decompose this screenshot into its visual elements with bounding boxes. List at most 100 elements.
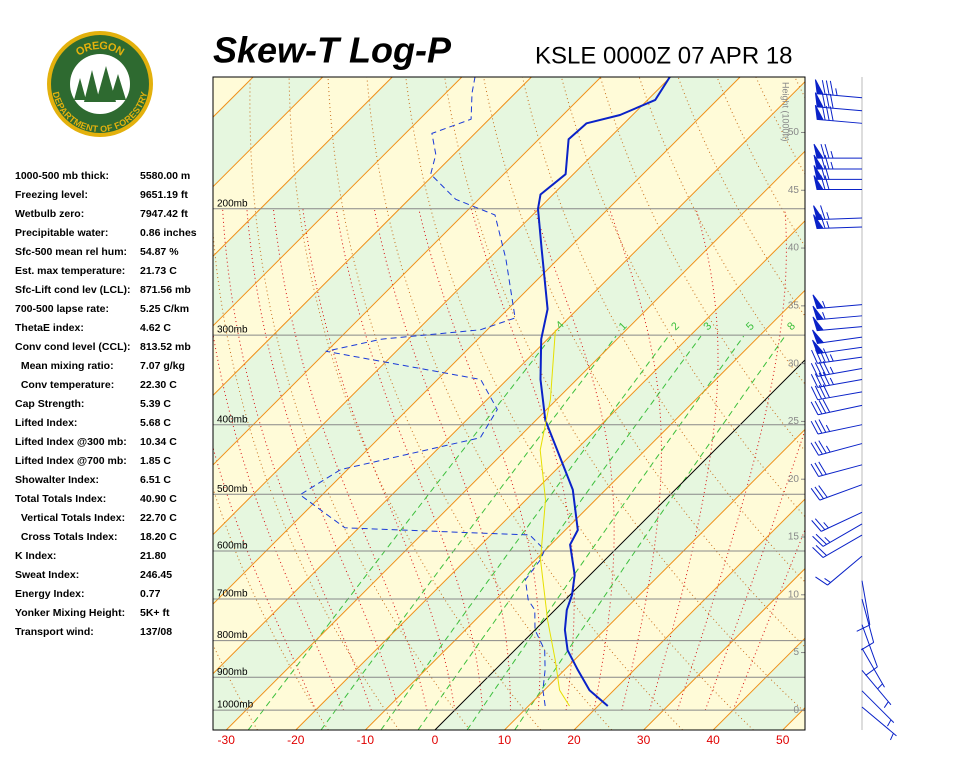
wind-barb-shape (810, 461, 863, 477)
wind-barb-shape (810, 371, 863, 388)
stat-label: Conv cond level (CCL): (15, 341, 131, 353)
x-tick-label: 30 (637, 733, 651, 747)
stat-value: 0.86 inches (140, 227, 197, 239)
wind-barb-shape (811, 348, 863, 364)
wind-barb (812, 305, 863, 321)
dry-adiabat (213, 643, 258, 730)
y-tick-label: 700mb (217, 589, 248, 600)
wind-barb (813, 165, 862, 180)
y2-tick-label: 25 (788, 416, 800, 427)
isotherm-grid-line (225, 150, 805, 730)
wind-barb (815, 555, 863, 586)
wind-barb-shape (813, 143, 862, 159)
moist-adiabat (418, 208, 541, 711)
wind-barb (810, 399, 863, 416)
stat-label: Lifted Index @300 mb: (15, 436, 127, 448)
y2-tick-label: 50 (788, 127, 800, 138)
wind-barb (861, 624, 878, 676)
dry-adiabat (912, 77, 960, 730)
isotherm (213, 77, 532, 397)
stat-value: 21.80 (140, 550, 166, 562)
stat-label: Freezing level: (15, 189, 88, 201)
wind-barb (813, 175, 862, 191)
wind-barb (812, 534, 863, 558)
y2-tick-label: 0 (793, 705, 799, 716)
wind-barb-shape (812, 523, 863, 547)
wind-barb (814, 104, 863, 124)
y2-axis-label: Height (1000ft) (781, 82, 791, 142)
moist-adiabat (213, 445, 317, 711)
x-tick-label: -10 (357, 733, 375, 747)
stat-value: 5580.00 m (140, 170, 190, 182)
stat-label: Conv temperature: (15, 379, 114, 391)
stat-value: 22.70 C (140, 512, 177, 524)
wind-barb (812, 294, 863, 310)
overlay: .4 1 2 3 5 8-30 -20 -10 0 10 20 30 40 501000mb900mb80… (217, 82, 805, 747)
wind-barb-shape (810, 419, 863, 435)
stat-value: 5.68 C (140, 417, 171, 429)
isotherm (852, 77, 960, 730)
stat-label: Yonker Mixing Height: (15, 607, 125, 619)
stat-value: 9651.19 ft (140, 189, 188, 201)
isotherm-grid-line (295, 220, 805, 730)
stat-value: 137/08 (140, 626, 172, 638)
wind-barb (813, 205, 863, 221)
wind-barb-shape (812, 534, 863, 558)
wind-barb-shape (812, 329, 863, 344)
wind-barb (810, 461, 863, 477)
stat-label: K Index: (15, 550, 56, 562)
stat-label: Precipitable water: (15, 227, 108, 239)
moist-adiabat (335, 208, 484, 711)
stat-label: 700-500 lapse rate: (15, 303, 109, 315)
wind-barb-shape (861, 624, 878, 676)
mixing-ratio-line (380, 335, 669, 730)
y2-tick-label: 45 (788, 185, 800, 196)
isotherm (213, 77, 602, 466)
wind-barb (810, 371, 863, 388)
y-tick-label: 1000mb (217, 700, 254, 711)
x-tick-label: -20 (287, 733, 305, 747)
stat-label: Transport wind: (15, 626, 94, 638)
isotherm-grid-line (643, 567, 805, 730)
stat-label: Sfc-Lift cond lev (LCL): (15, 284, 131, 296)
wind-barb (810, 384, 863, 401)
stat-value: 246.45 (140, 569, 172, 581)
y-tick-label: 200mb (217, 198, 248, 209)
stat-value: 40.90 C (140, 493, 177, 505)
stat-value: 1.85 C (140, 455, 171, 467)
stat-label: Est. max temperature: (15, 265, 125, 277)
stat-label: Showalter Index: (15, 474, 99, 486)
wind-barb (856, 580, 871, 632)
isotherm-grid-line (573, 498, 805, 730)
stat-label: Lifted Index @700 mb: (15, 455, 127, 467)
isotherm-grid-line (504, 428, 805, 730)
wind-barb (861, 669, 892, 708)
wind-barb-shape (814, 79, 863, 99)
y-tick-label: 300mb (217, 325, 248, 336)
wind-barb (813, 143, 862, 159)
wind-barb (812, 316, 863, 332)
dry-adiabat (834, 77, 960, 730)
stat-value: 0.77 (140, 588, 161, 600)
wind-barb-shape (810, 360, 863, 377)
y2-tick-label: 35 (788, 300, 800, 311)
y-tick-label: 500mb (217, 484, 248, 495)
wind-barb (813, 154, 862, 170)
wind-barb-shape (812, 316, 863, 332)
stat-value: 6.51 C (140, 474, 171, 486)
logo-top-path: OREGON (74, 40, 126, 59)
moist-adiabat (246, 208, 400, 711)
x-tick-label: 20 (567, 733, 581, 747)
isotherm-grid-line (434, 359, 805, 730)
stat-label: Sfc-500 mean rel hum: (15, 246, 127, 258)
wind-barb-shape (814, 104, 863, 124)
stat-value: 21.73 C (140, 265, 177, 277)
dry-adiabat (213, 226, 400, 730)
wind-barb-shape (861, 669, 892, 708)
moist-adiabat (676, 208, 787, 711)
wind-barb (811, 348, 863, 364)
chart-title: Skew-T Log-P (213, 30, 452, 71)
moist-adiabat (470, 208, 575, 711)
stat-value: 5K+ ft (140, 607, 170, 619)
y2-tick-label: 15 (788, 532, 800, 543)
